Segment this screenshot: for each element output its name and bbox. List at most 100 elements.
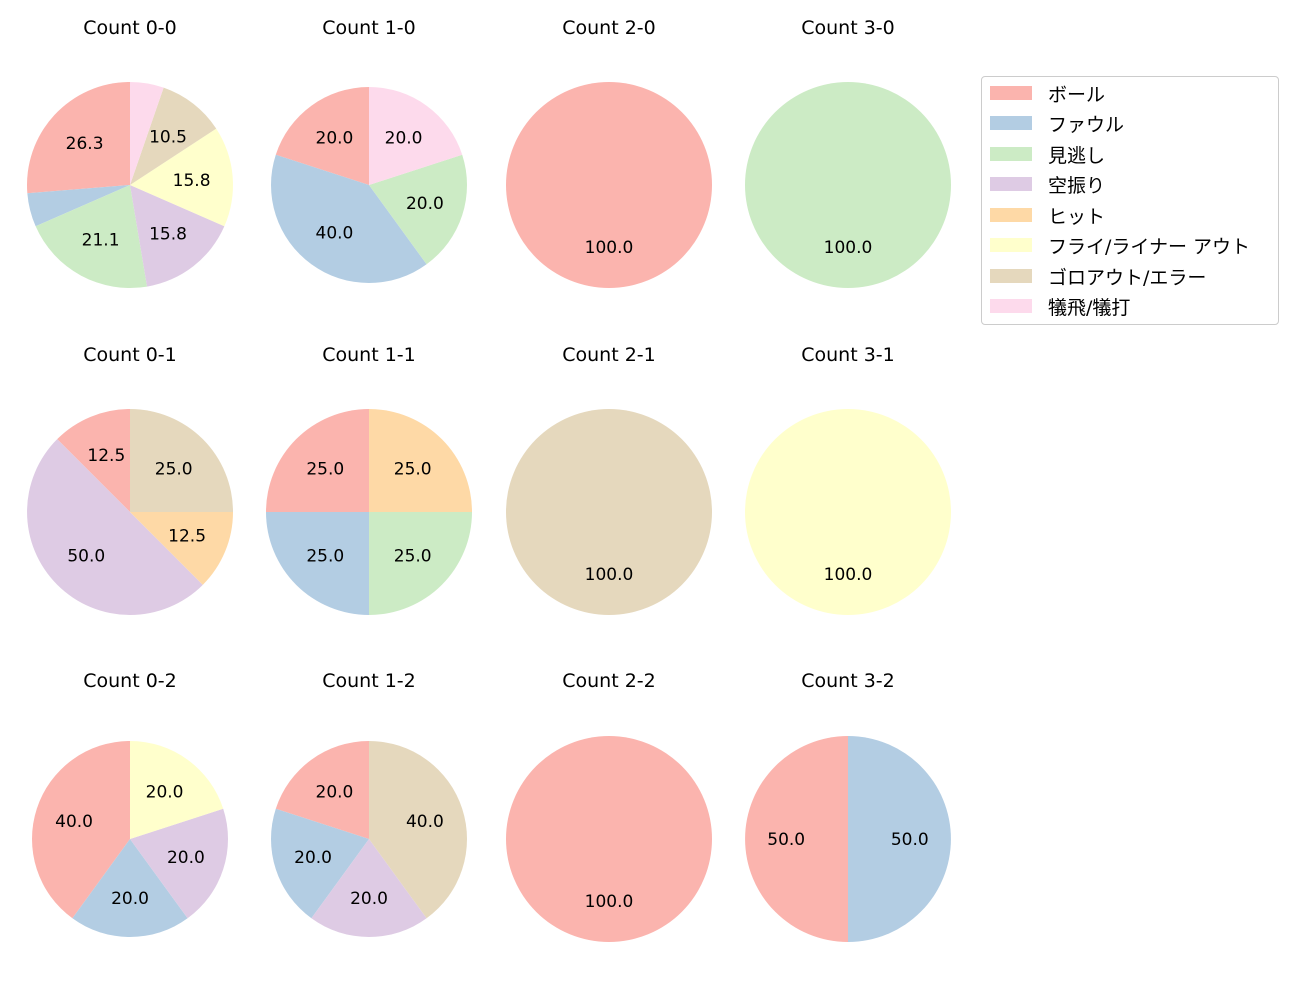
pie-slice	[130, 512, 233, 585]
pie-slice	[369, 741, 467, 919]
slice-label: 20.0	[111, 889, 149, 909]
pie-title: Count 3-2	[801, 670, 895, 692]
slice-label: 21.1	[82, 230, 120, 250]
pie-slice	[35, 185, 148, 288]
slice-label: 100.0	[824, 565, 873, 585]
slice-label: 50.0	[767, 830, 805, 850]
legend-swatch	[990, 299, 1032, 313]
slice-label: 100.0	[585, 238, 634, 258]
pie-slice	[271, 154, 427, 284]
slice-label: 40.0	[316, 224, 354, 244]
pie-slice	[72, 839, 188, 937]
pie-title: Count 2-1	[562, 344, 656, 366]
slice-label: 20.0	[406, 194, 444, 214]
slice-label: 12.5	[168, 527, 206, 547]
pie-slice	[27, 185, 131, 227]
pie-slice	[27, 82, 131, 194]
pie-count-2-1: 100.0	[506, 409, 712, 615]
slice-label: 20.0	[385, 128, 423, 148]
pie-count-1-0: 20.0 40.0 20.0 20.0	[271, 87, 467, 284]
slice-label: 100.0	[585, 565, 634, 585]
legend-swatch	[990, 86, 1032, 100]
pie-title: Count 2-2	[562, 670, 656, 692]
legend-swatch	[990, 208, 1032, 222]
slice-label: 40.0	[55, 812, 93, 832]
pie-slice	[369, 154, 467, 265]
pie-slice	[275, 87, 369, 185]
slice-label: 50.0	[67, 547, 105, 567]
legend-label: ゴロアウト/エラー	[1048, 266, 1207, 289]
pie-slice	[745, 409, 951, 615]
legend-label: ファウル	[1048, 113, 1125, 136]
pie-slice	[130, 87, 217, 185]
pie-count-2-0: 100.0	[506, 82, 712, 288]
pie-title: Count 1-2	[322, 670, 416, 692]
legend-swatch	[990, 177, 1032, 191]
legend-label: ヒット	[1048, 205, 1106, 228]
slice-label: 20.0	[316, 782, 354, 802]
slice-label: 26.3	[66, 134, 104, 154]
slice-label: 20.0	[167, 848, 205, 868]
pie-count-1-2: 20.0 20.0 20.0 40.0	[270, 741, 467, 937]
pie-slice	[369, 409, 472, 512]
pie-slice	[130, 808, 229, 919]
legend-swatch	[990, 116, 1032, 130]
slice-label: 100.0	[585, 892, 634, 912]
slice-label: 25.0	[394, 547, 432, 567]
pie-slice	[311, 839, 427, 937]
pie-slice	[130, 185, 225, 287]
slice-label: 20.0	[146, 782, 184, 802]
slice-label: 15.8	[173, 171, 211, 191]
pie-title: Count 2-0	[562, 17, 656, 39]
pie-count-2-2: 100.0	[506, 736, 712, 942]
pie-title: Count 1-0	[322, 17, 416, 39]
pie-title: Count 3-1	[801, 344, 895, 366]
pie-count-0-0: 26.3 21.1 15.8 15.8 10.5	[27, 82, 233, 288]
pie-title: Count 0-0	[83, 17, 177, 39]
pie-count-0-1: 12.5 50.0 12.5 25.0	[27, 409, 233, 615]
pie-count-0-2: 40.0 20.0 20.0 20.0	[32, 741, 229, 937]
slice-label: 40.0	[406, 812, 444, 832]
pie-slice	[32, 741, 130, 919]
slice-label: 20.0	[294, 848, 332, 868]
legend-swatch	[990, 147, 1032, 161]
pie-slice	[369, 512, 472, 615]
slice-label: 25.0	[306, 459, 344, 479]
legend-label: フライ/ライナー アウト	[1048, 235, 1251, 258]
pie-slice	[369, 87, 463, 185]
pie-title: Count 1-1	[322, 344, 416, 366]
pie-slice	[745, 736, 848, 942]
pie-slice	[266, 512, 369, 615]
pie-slice	[57, 409, 131, 512]
slice-label: 12.5	[87, 446, 125, 466]
pie-slice	[506, 736, 712, 942]
pie-slice	[506, 82, 712, 288]
slice-label: 10.5	[149, 127, 187, 147]
pie-slice	[130, 128, 233, 227]
slice-label: 100.0	[824, 238, 873, 258]
legend-label: 犠飛/犠打	[1048, 296, 1131, 319]
pie-slice	[130, 409, 233, 512]
pie-count-1-1: 25.0 25.0 25.0 25.0	[266, 409, 472, 615]
pie-slice	[130, 741, 224, 839]
pie-slice	[270, 808, 369, 919]
pie-slice	[130, 82, 164, 185]
pie-slice	[848, 736, 951, 942]
slice-label: 50.0	[891, 830, 929, 850]
pie-count-3-1: 100.0	[745, 409, 951, 615]
legend-label: 空振り	[1048, 174, 1106, 197]
slice-label: 20.0	[350, 889, 388, 909]
pie-title: Count 0-2	[83, 670, 177, 692]
slice-label: 15.8	[149, 225, 187, 245]
pie-slice	[275, 741, 369, 839]
legend-label: ボール	[1048, 83, 1106, 106]
pie-slice	[266, 409, 369, 512]
pie-count-3-2: 50.0 50.0	[745, 736, 951, 942]
pie-count-3-0: 100.0	[745, 82, 951, 288]
legend-label: 見逃し	[1048, 144, 1106, 167]
pie-title: Count 0-1	[83, 344, 177, 366]
pie-slice	[506, 409, 712, 615]
legend-swatch	[990, 238, 1032, 252]
